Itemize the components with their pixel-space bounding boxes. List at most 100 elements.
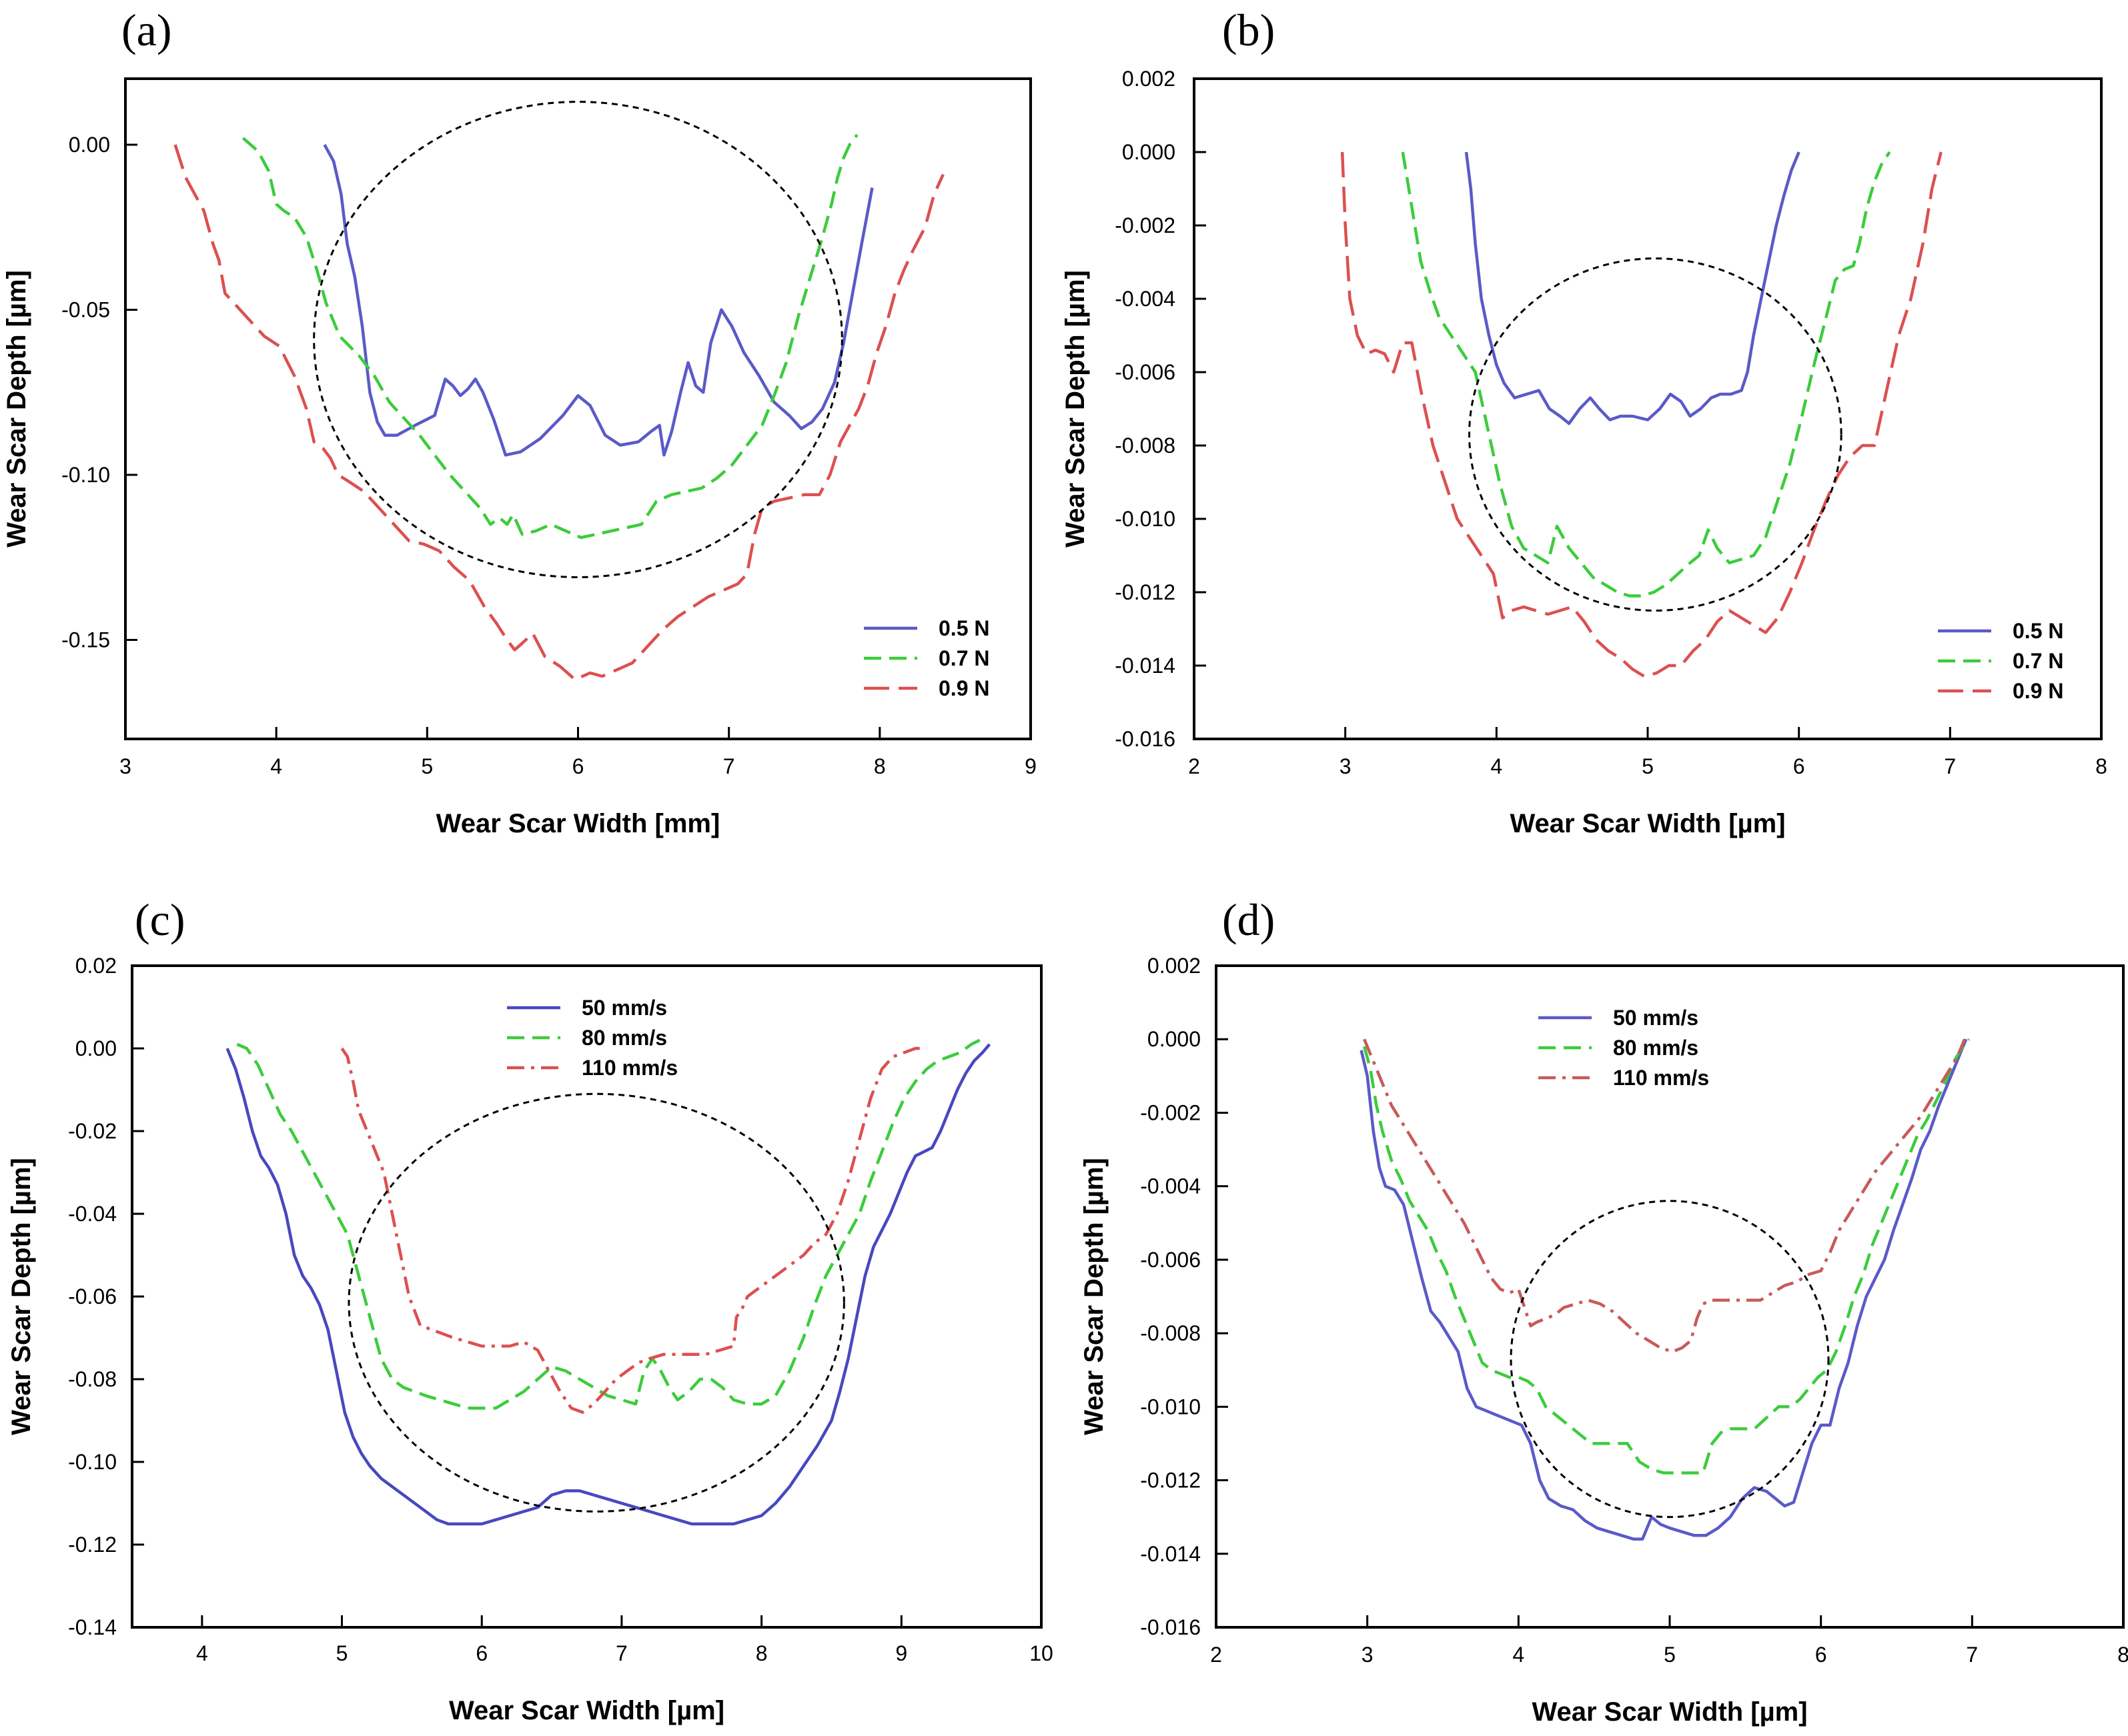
y-tick-label: -0.15: [61, 628, 110, 652]
y-tick-label: -0.014: [1140, 1542, 1201, 1566]
y-tick-label: 0.000: [1122, 140, 1175, 164]
y-tick-label: -0.016: [1115, 727, 1175, 751]
x-tick-label: 3: [119, 754, 131, 778]
x-tick-label: 4: [270, 754, 282, 778]
legend-label: 110 mm/s: [582, 1056, 678, 1080]
x-axis-title: Wear Scar Width [µm]: [1510, 809, 1785, 838]
panel-a: (a) 0.00 -0.05 -0.10 -0.15 3 4 5 6 7 8 9 Wear Scar W…: [2, 5, 1037, 838]
y-axis-title: Wear Scar Depth [µm]: [2, 270, 31, 548]
panel-d: (d) 0.002 0.000 -0.002 -0.004 -0.006 -0.008 -0.…: [1079, 894, 2128, 1727]
panel-b: (b) 0.002 0.000 -0.002 -0.004 -0.006 -0.008 -0.…: [1061, 5, 2107, 838]
plot-frame: [124, 77, 1032, 740]
y-tick-label: -0.008: [1140, 1321, 1201, 1345]
y-tick-label: 0.002: [1122, 67, 1175, 91]
y-tick-label: -0.10: [68, 1450, 117, 1474]
x-tick-label: 10: [1029, 1641, 1053, 1665]
y-tick-label: 0.00: [69, 133, 110, 157]
x-tick-label: 3: [1340, 754, 1352, 778]
y-tick-label: -0.04: [68, 1202, 117, 1226]
panel-label: (d): [1222, 894, 1275, 945]
x-tick-label: 8: [874, 754, 886, 778]
panel-label: (a): [121, 5, 171, 55]
y-tick-label: -0.05: [61, 298, 110, 322]
y-tick-label: -0.012: [1140, 1469, 1201, 1493]
series-line-2: [1401, 151, 1891, 598]
y-axis-title: Wear Scar Depth [µm]: [1061, 270, 1090, 548]
x-tick-label: 8: [756, 1641, 768, 1665]
y-tick-label: -0.10: [61, 463, 110, 487]
x-tick-label: 9: [895, 1641, 907, 1665]
legend-label: 0.5 N: [939, 616, 989, 640]
y-tick-label: -0.004: [1140, 1174, 1201, 1198]
legend: 0.5 N 0.7 N 0.9 N: [864, 616, 989, 700]
y-tick-label: -0.002: [1115, 213, 1175, 237]
y-tick-label: 0.02: [75, 954, 117, 978]
legend: 50 mm/s 80 mm/s 110 mm/s: [507, 996, 678, 1080]
legend-label: 0.7 N: [2013, 649, 2063, 673]
x-axis-title: Wear Scar Width [mm]: [436, 809, 720, 838]
x-tick-label: 6: [1815, 1643, 1827, 1667]
series-line-2: [236, 1038, 981, 1410]
y-tick-label: -0.02: [68, 1119, 117, 1143]
plot-area: [1340, 151, 1943, 678]
y-tick-label: -0.06: [68, 1284, 117, 1309]
x-tick-label: 2: [1210, 1643, 1222, 1667]
y-tick-label: -0.002: [1140, 1100, 1201, 1124]
y-tick-label: 0.000: [1147, 1027, 1201, 1051]
series-line-3: [340, 1046, 927, 1414]
y-tick-label: -0.012: [1115, 580, 1175, 604]
legend: 50 mm/s 80 mm/s 110 mm/s: [1538, 1006, 1709, 1090]
x-tick-label: 8: [2095, 754, 2107, 778]
y-tick-label: 0.00: [75, 1036, 117, 1060]
legend-label: 0.9 N: [2013, 679, 2063, 703]
panel-label: (b): [1222, 5, 1275, 55]
x-axis-title: Wear Scar Width [µm]: [449, 1696, 724, 1725]
x-axis-title: Wear Scar Width [µm]: [1532, 1697, 1807, 1727]
y-tick-label: -0.004: [1115, 287, 1175, 311]
x-tick-label: 6: [1793, 754, 1805, 778]
plot-area: [1360, 1038, 1971, 1541]
x-tick-label: 6: [572, 754, 584, 778]
panel-label: (c): [135, 894, 185, 945]
y-tick-label: 0.002: [1147, 954, 1201, 978]
x-tick-label: 5: [421, 754, 433, 778]
y-axis-title: Wear Scar Depth [µm]: [1079, 1158, 1109, 1435]
x-tick-label: 4: [1490, 754, 1502, 778]
legend-label: 80 mm/s: [1613, 1036, 1698, 1060]
legend-label: 110 mm/s: [1613, 1066, 1709, 1090]
y-tick-label: -0.12: [68, 1533, 117, 1557]
dashed-circle-annotation: [348, 1092, 845, 1513]
series-line-1: [1360, 1038, 1968, 1541]
x-tick-label: 5: [336, 1641, 348, 1665]
y-tick-label: -0.010: [1140, 1395, 1201, 1419]
plot-frame: [1193, 77, 2103, 740]
x-tick-label: 7: [723, 754, 735, 778]
series-line-1: [323, 143, 874, 457]
dashed-circle-annotation: [1468, 257, 1842, 612]
x-tick-label: 4: [196, 1641, 208, 1665]
y-tick-label: -0.016: [1140, 1615, 1201, 1639]
series-line-3: [1363, 1038, 1967, 1353]
panel-c: (c) 0.02 0.00 -0.02 -0.04 -0.06 -0.08 -0.10 -0.1…: [7, 894, 1053, 1725]
legend-label: 50 mm/s: [582, 996, 667, 1020]
plot-area: [173, 101, 945, 682]
series-line-2: [241, 133, 859, 540]
y-tick-label: -0.14: [68, 1615, 117, 1639]
legend: 0.5 N 0.7 N 0.9 N: [1938, 619, 2063, 703]
y-tick-label: -0.006: [1140, 1248, 1201, 1272]
x-tick-label: 7: [1944, 754, 1956, 778]
y-tick-label: -0.006: [1115, 360, 1175, 384]
y-axis-title: Wear Scar Depth [µm]: [7, 1158, 36, 1435]
dashed-circle-annotation: [1510, 1200, 1830, 1519]
x-tick-label: 5: [1642, 754, 1654, 778]
legend-label: 80 mm/s: [582, 1026, 667, 1050]
y-tick-label: -0.08: [68, 1367, 117, 1391]
x-tick-label: 3: [1362, 1643, 1374, 1667]
y-tick-label: -0.008: [1115, 433, 1175, 458]
series-line-1: [225, 1043, 991, 1526]
legend-label: 0.7 N: [939, 646, 989, 670]
plot-frame: [1215, 964, 2125, 1629]
y-tick-label: -0.010: [1115, 507, 1175, 531]
series-line-1: [1464, 151, 1800, 425]
